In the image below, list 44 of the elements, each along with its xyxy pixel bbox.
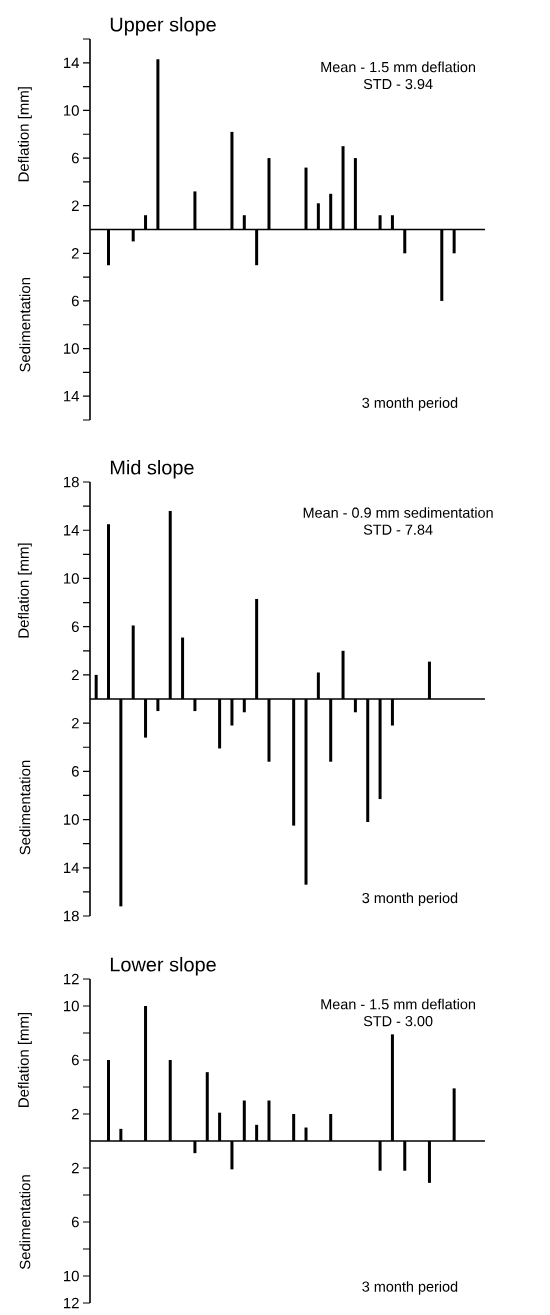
x-axis-title: 3 month period [362, 397, 458, 411]
y-tick-label: 12 [64, 973, 79, 985]
y-tick-label: 18 [64, 910, 79, 922]
y-tick-label: 14 [64, 57, 80, 68]
y-tick-label: 14 [64, 525, 80, 536]
y-tick-label: 18 [64, 476, 79, 488]
y-tick-label: 6 [71, 152, 79, 164]
y-tick-label: 10 [64, 343, 79, 354]
y-tick-label: 2 [71, 200, 79, 211]
annotation: Mean - 0.9 mm sedimentation [303, 507, 493, 518]
y-axis-title: Deflation [mm] [17, 87, 32, 182]
chart-title: Mid slope [110, 459, 194, 479]
text: Sedimentation [19, 1175, 31, 1270]
x-axis-title: 3 month period [362, 1281, 458, 1295]
annotation: Mean - 1.5 mm deflation [321, 998, 476, 1010]
y-tick-label: 6 [71, 766, 79, 777]
text: Sedimentation [19, 760, 31, 855]
annotation: STD - 3.94 [363, 78, 433, 90]
y-tick-label: 6 [71, 295, 79, 307]
annotation: Mean - 1.5 mm deflation [321, 61, 476, 73]
y-tick-label: 10 [64, 573, 79, 584]
y-axis-title: Deflation [mm] [17, 543, 32, 638]
x-axis-title: 3 month period [362, 892, 458, 906]
text: Sedimentation [19, 277, 31, 372]
y-tick-label: 6 [71, 1216, 79, 1228]
y-tick-label: 14 [64, 862, 80, 873]
chart-title: Lower slope [110, 956, 216, 976]
chart-title: Upper slope [110, 16, 216, 36]
y-tick-label: 6 [71, 1054, 79, 1066]
y-tick-label: 10 [64, 1270, 79, 1282]
y-tick-label: 2 [71, 669, 79, 681]
y-tick-label: 10 [64, 814, 79, 825]
y-tick-label: 6 [71, 621, 79, 632]
annotation: STD - 3.00 [363, 1016, 433, 1027]
y-axis-title: Deflation [mm] [17, 1012, 32, 1107]
annotation: STD - 7.84 [363, 524, 433, 535]
y-tick-label: 2 [71, 1162, 79, 1174]
y-tick-label: 14 [64, 391, 80, 402]
y-tick-label: 2 [71, 248, 79, 259]
y-tick-label: 2 [71, 717, 79, 729]
y-tick-label: 10 [64, 105, 79, 116]
y-tick-label: 10 [64, 1000, 79, 1012]
y-tick-label: 2 [71, 1108, 79, 1120]
y-tick-label: 12 [64, 1297, 79, 1309]
